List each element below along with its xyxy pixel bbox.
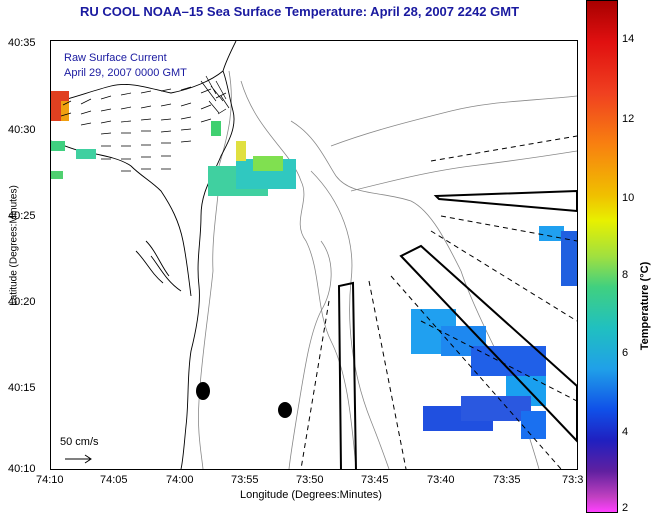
coastline <box>51 41 237 469</box>
coverage-wedges <box>300 135 577 469</box>
x-tick-label: 73:3 <box>562 474 584 486</box>
y-tick-label: 40:10 <box>8 463 36 475</box>
y-tick-label: 40:20 <box>8 296 36 308</box>
x-tick-label: 73:50 <box>296 474 324 486</box>
buoy-marker <box>196 382 210 400</box>
x-axis-title: Longitude (Degrees:Minutes) <box>240 489 382 501</box>
bathymetry-contours <box>198 70 577 469</box>
y-tick-label: 40:25 <box>8 210 36 222</box>
x-tick-label: 73:45 <box>361 474 389 486</box>
y-tick-label: 40:35 <box>8 37 36 49</box>
colorbar-tick: 8 <box>622 269 629 281</box>
current-vectors <box>60 75 230 172</box>
scale-arrow <box>65 454 92 464</box>
y-tick-label: 40:30 <box>8 124 36 136</box>
map-canvas <box>51 41 577 469</box>
scale-label: 50 cm/s <box>60 436 99 448</box>
page-title: RU COOL NOAA–15 Sea Surface Temperature:… <box>80 4 520 19</box>
colorbar-title: Temperature (°C) <box>639 261 651 351</box>
x-tick-label: 73:35 <box>493 474 521 486</box>
colorbar-tick: 14 <box>622 33 635 45</box>
legend-current-date: April 29, 2007 0000 GMT <box>64 67 187 79</box>
sst-patches <box>51 91 577 439</box>
colorbar-tick: 10 <box>622 192 635 204</box>
y-axis-title: Latitude (Degrees:Minutes) <box>8 185 20 306</box>
y-tick-label: 40:15 <box>8 382 36 394</box>
map-frame <box>50 40 578 470</box>
x-tick-label: 74:00 <box>166 474 194 486</box>
colorbar-tick: 12 <box>622 113 635 125</box>
x-tick-label: 74:10 <box>36 474 64 486</box>
legend-current-label: Raw Surface Current <box>64 52 167 64</box>
x-tick-label: 73:55 <box>231 474 259 486</box>
x-tick-label: 74:05 <box>100 474 128 486</box>
colorbar-tick: 6 <box>622 347 629 359</box>
colorbar <box>586 0 618 513</box>
buoy-marker <box>278 402 292 418</box>
colorbar-tick: 4 <box>622 426 629 438</box>
x-tick-label: 73:40 <box>427 474 455 486</box>
colorbar-tick: 2 <box>622 502 629 514</box>
